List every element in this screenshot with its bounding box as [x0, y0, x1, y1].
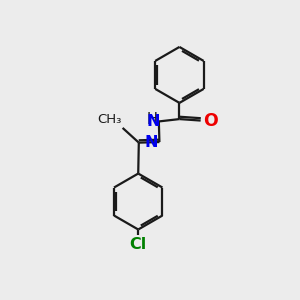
Text: O: O	[203, 112, 218, 130]
Text: Cl: Cl	[130, 237, 147, 252]
Text: H: H	[146, 112, 158, 127]
Text: N: N	[146, 114, 160, 129]
Text: N: N	[145, 134, 158, 149]
Text: CH₃: CH₃	[97, 113, 121, 126]
